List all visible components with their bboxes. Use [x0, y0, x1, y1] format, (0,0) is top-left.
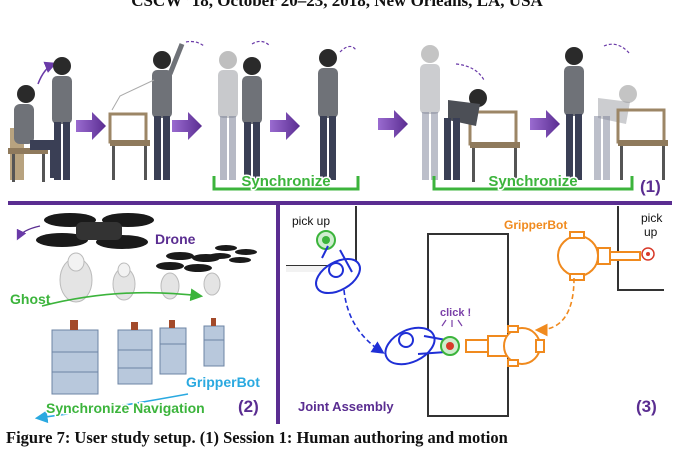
human-avatar-bottom	[384, 326, 447, 366]
panel-3-label: (3)	[636, 397, 657, 416]
synchronize-label-right: Synchronize	[488, 173, 577, 190]
gripperbot-label-left: GripperBot	[186, 374, 260, 390]
ghost-motion-arrow	[251, 40, 271, 47]
return-motion-arrow	[603, 43, 631, 55]
person-standing-photo	[318, 49, 338, 180]
ghost-label: Ghost	[10, 291, 51, 307]
synchronize-label-left: Synchronize	[241, 173, 330, 190]
ghost-avatars	[59, 252, 221, 303]
bend-motion-arrow	[455, 63, 485, 81]
stand-up-motion-arrow	[37, 61, 57, 85]
synchronize-bracket-left	[212, 176, 360, 191]
person-ghost-photo	[218, 51, 262, 180]
synchronize-bracket-right	[432, 176, 634, 191]
venue-header: CSCW ’18, October 20–23, 2018, New Orlea…	[131, 0, 543, 10]
drone-illustration	[36, 213, 257, 272]
right-wall	[617, 206, 664, 291]
pick-up-label-left: pick up	[292, 214, 330, 228]
human-path	[343, 289, 385, 354]
turn-motion-arrow	[339, 45, 357, 53]
sequence-arrow	[270, 112, 300, 140]
sequence-arrow	[76, 112, 106, 140]
figure-caption: Figure 7: User study setup. (1) Session …	[6, 428, 508, 447]
sequence-arrow	[172, 112, 202, 140]
human-avatar-top	[315, 245, 361, 295]
drone-label: Drone	[155, 231, 196, 247]
pick-up-label-right-2: up	[644, 225, 658, 239]
pick-up-label-right-1: pick	[641, 211, 663, 225]
gripperbot-top	[557, 231, 641, 281]
gripperbot-path	[534, 277, 575, 337]
click-label: click !	[440, 307, 471, 319]
person-standing-photo	[52, 57, 72, 180]
joint-assembly-label: Joint Assembly	[298, 399, 394, 414]
gripperbot-carts	[51, 318, 225, 395]
synchronize-navigation-label: Synchronize Navigation	[46, 400, 205, 416]
person-final-photo	[564, 47, 668, 180]
assembly-board	[427, 233, 509, 417]
gripperbot-label-right: GripperBot	[504, 218, 567, 232]
sequence-arrow	[530, 110, 560, 138]
sequence-arrow	[378, 110, 408, 138]
ghost-path	[41, 288, 204, 307]
person-seated-photo	[8, 85, 58, 182]
gripperbot-bottom	[465, 325, 545, 367]
navigation-path	[34, 393, 189, 424]
person-bending-photo	[420, 45, 520, 182]
panel-1: Synchronize Synchronize (1)	[8, 40, 668, 196]
panel-2-label: (2)	[238, 397, 259, 416]
reach-motion-arrow	[185, 40, 205, 47]
panel-3: pick up click !	[286, 206, 664, 417]
panel-1-label: (1)	[640, 177, 661, 196]
panel-2: Drone Ghost	[10, 213, 260, 424]
drone-motion-arrow	[16, 225, 41, 241]
person-reaching-photo	[108, 43, 185, 180]
